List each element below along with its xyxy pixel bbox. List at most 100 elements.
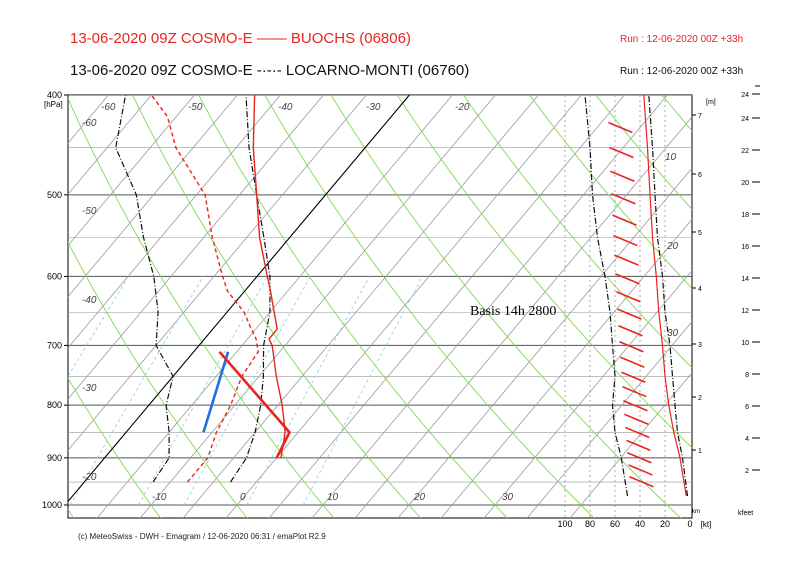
wind-barb	[614, 254, 639, 266]
chart-title-locarno: 13-06-2020 09Z COSMO-E -·-·- LOCARNO-MON…	[70, 62, 470, 79]
kfeet-tick-label: 4	[745, 436, 749, 443]
wind-barb	[622, 385, 647, 398]
dry-adiabat-line	[774, 72, 800, 527]
wind-tick-label: 60	[610, 519, 620, 529]
isotherm-label: -50	[188, 102, 203, 113]
kfeet-tick-label: 10	[741, 340, 749, 347]
kfeet-tick-label: 20	[741, 180, 749, 187]
wind-barb	[616, 291, 641, 303]
isotherm-label: -20	[455, 102, 470, 113]
isotherm-label: -60	[82, 118, 97, 129]
isotherm-label: -40	[278, 102, 293, 113]
dry-adiabat-line	[709, 72, 800, 527]
dry-adiabat-line	[330, 95, 682, 518]
wind-axis-unit: [kt]	[701, 520, 712, 529]
dry-adiabat-line	[264, 95, 595, 518]
isotherm-line	[182, 95, 539, 518]
annotation-red-line	[218, 350, 292, 459]
background-grid	[0, 72, 800, 527]
wind-barb	[626, 439, 651, 452]
dry-adiabat-line	[396, 95, 692, 449]
kfeet-tick-label: 8	[745, 372, 749, 379]
kfeet-unit: kfeet	[738, 510, 753, 517]
wind-barb	[627, 452, 652, 464]
kfeet-tick-label: 6	[745, 404, 749, 411]
wind-barb	[608, 121, 633, 134]
altitude-tick-label: 6	[698, 172, 702, 179]
altitude-unit-m: [m]	[706, 99, 716, 106]
dry-adiabat-line	[68, 377, 162, 518]
isotherm-label: 30	[502, 492, 514, 503]
locarno-gust-line	[648, 95, 689, 497]
cloud-base-annotation: Basis 14h 2800	[470, 304, 556, 319]
isotherm-label: 20	[413, 492, 426, 503]
annotation-blue-line	[202, 351, 230, 433]
dry-adiabat-line	[198, 95, 508, 518]
isotherm-label: 0	[240, 492, 246, 503]
altitude-tick-label: 2	[698, 395, 702, 402]
isotherm-label: -20	[82, 472, 97, 483]
mixing-ratio-line	[138, 276, 268, 506]
altitude-tick-label: 7	[698, 113, 702, 120]
buochs-wind-speed-line	[643, 95, 687, 497]
wind-barb	[617, 308, 642, 320]
isotherm-label: -10	[152, 492, 167, 503]
wind-barb	[624, 413, 649, 426]
isotherm-line	[268, 95, 625, 518]
dry-adiabat-line	[68, 97, 335, 518]
plot-frame	[67, 94, 693, 519]
dry-adiabat-line	[132, 95, 422, 518]
dry-adiabat-line	[661, 95, 692, 132]
isotherm-line	[483, 269, 692, 518]
kfeet-tick-label: 14	[741, 276, 749, 283]
isotherm-label: -30	[82, 383, 97, 394]
isotherm-line	[440, 218, 692, 518]
buochs-dewpoint-line	[150, 95, 259, 483]
kfeet-tick-label: 12	[741, 308, 749, 315]
wind-tick-label: 80	[585, 519, 595, 529]
altitude-tick-label: 1	[698, 448, 702, 455]
mixing-ratio-line	[68, 276, 129, 378]
isotherm-label: -50	[82, 206, 97, 217]
pressure-tick-label: 400	[47, 90, 62, 100]
wind-barb	[629, 475, 654, 488]
isotherm-label: 10	[327, 492, 339, 503]
dry-adiabat-line	[529, 95, 692, 290]
mixing-ratio-line	[0, 276, 59, 505]
locarno-dewpoint-line	[115, 95, 174, 483]
isotherm-line	[68, 95, 367, 451]
wind-barb	[611, 192, 636, 205]
wind-barb	[628, 464, 653, 476]
pressure-tick-label: 500	[47, 190, 62, 200]
isotherm-line	[68, 95, 195, 247]
altitude-tick-label: 4	[698, 286, 702, 293]
dry-adiabat-line	[595, 95, 692, 211]
locarno-wind-speed-line	[584, 95, 629, 497]
kfeet-tick-label: 2	[745, 468, 749, 475]
locarno-temperature-line	[230, 95, 271, 483]
footer-credit: (c) MeteoSwiss - DWH - Emagram / 12-06-2…	[78, 532, 326, 541]
isotherm-line	[0, 72, 42, 527]
wind-barb	[609, 146, 634, 159]
wind-tick-label: 20	[660, 519, 670, 529]
wind-barb	[613, 234, 638, 247]
isotach-label: 10	[665, 152, 677, 163]
isotherm-line	[68, 95, 281, 349]
wind-barb	[618, 324, 643, 337]
altitude-unit-km: km	[692, 509, 700, 515]
isotherm-label: -60	[101, 102, 116, 113]
chart-title-buochs: 13-06-2020 09Z COSMO-E —— BUOCHS (06806)	[70, 30, 411, 47]
wind-barb	[612, 214, 637, 226]
wind-barb	[621, 371, 646, 383]
isotach-label: 20	[666, 241, 679, 252]
isotherm-label: -30	[366, 102, 381, 113]
isotherm-line	[139, 95, 496, 518]
wind-tick-label: 40	[635, 519, 645, 529]
kfeet-tick-label: 24	[741, 116, 749, 123]
pressure-tick-label: 1000	[42, 500, 62, 510]
isotherm-line	[354, 116, 692, 518]
wind-tick-label: 100	[557, 519, 572, 529]
buochs-temperature-line	[252, 95, 286, 459]
dry-adiabat-line	[68, 241, 248, 518]
mixing-ratio-line	[302, 276, 423, 506]
